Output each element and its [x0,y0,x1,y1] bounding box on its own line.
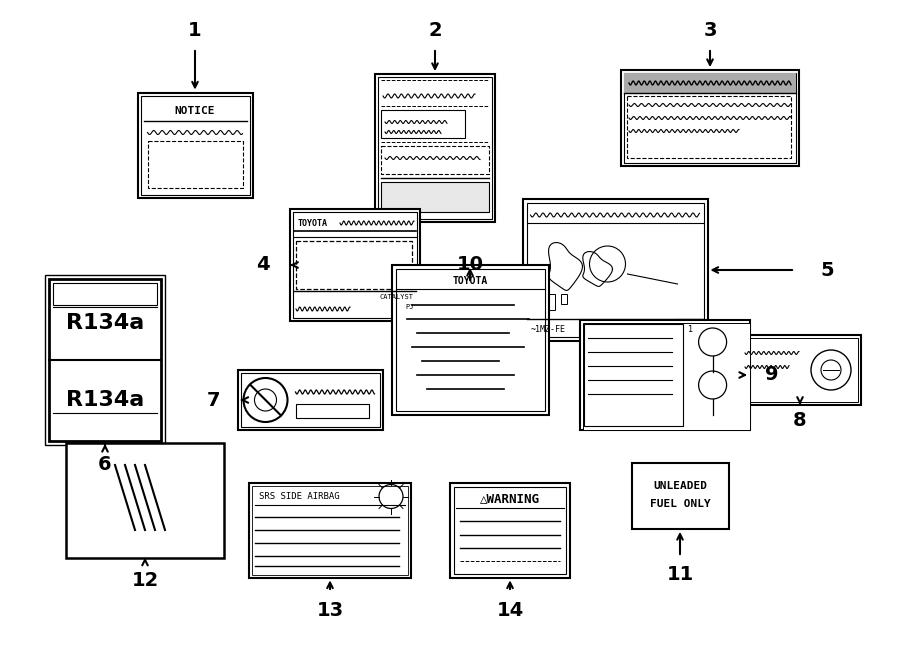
Text: R134a: R134a [66,313,144,332]
Text: SRS SIDE AIRBAG: SRS SIDE AIRBAG [259,492,339,501]
Text: TOYOTA: TOYOTA [453,276,488,286]
Bar [523,199,707,341]
Bar [53,283,157,305]
Bar [295,404,368,418]
Text: 6: 6 [98,455,112,475]
Text: CATALYST: CATALYST [380,294,414,300]
Bar [375,74,495,222]
Bar [66,442,224,557]
Text: 1: 1 [687,325,692,334]
Text: 12: 12 [131,570,158,590]
Bar [45,275,165,445]
Bar [580,320,750,430]
Text: 2: 2 [428,20,442,40]
Text: 13: 13 [317,600,344,619]
Text: 1: 1 [188,20,202,40]
Bar [138,93,253,198]
Bar [252,485,408,574]
Text: UNLEADED: UNLEADED [653,481,707,491]
Text: 10: 10 [456,256,483,274]
Bar [561,294,566,304]
Text: 4: 4 [256,256,270,274]
Bar [621,70,799,166]
Text: NOTICE: NOTICE [175,106,215,116]
Bar [676,319,704,339]
Bar [739,335,861,405]
Bar [290,209,420,321]
Bar [293,212,417,318]
Bar [624,73,796,93]
Text: 7: 7 [206,391,220,410]
Text: TOYOTA: TOYOTA [298,219,328,227]
Bar [378,77,492,219]
Bar [632,463,728,529]
Bar [49,279,161,441]
Bar [140,95,249,194]
Text: PJ: PJ [406,304,414,310]
Bar [296,241,412,289]
Bar [543,294,554,310]
Bar [381,146,489,174]
Bar [627,96,791,158]
Bar [450,483,570,578]
Bar [249,483,411,578]
Bar [526,203,704,337]
Bar [240,373,380,427]
Bar [381,110,465,138]
Bar [381,182,489,212]
Bar [238,370,382,430]
Text: 11: 11 [666,566,694,584]
Bar [624,73,796,163]
Text: 9: 9 [765,366,778,385]
Text: △WARNING: △WARNING [480,492,540,505]
Text: 8: 8 [793,410,806,430]
Text: 3: 3 [703,20,716,40]
Bar [454,486,566,574]
Bar [742,338,858,402]
Bar [148,141,242,188]
Text: 14: 14 [497,600,524,619]
Bar [392,265,548,415]
Text: R134a: R134a [66,391,144,410]
Bar [584,324,682,426]
Text: FUEL ONLY: FUEL ONLY [650,499,710,509]
Text: ~1MZ-FE: ~1MZ-FE [530,325,565,334]
Text: 5: 5 [820,260,833,280]
Bar [395,269,544,411]
Bar [583,323,750,430]
